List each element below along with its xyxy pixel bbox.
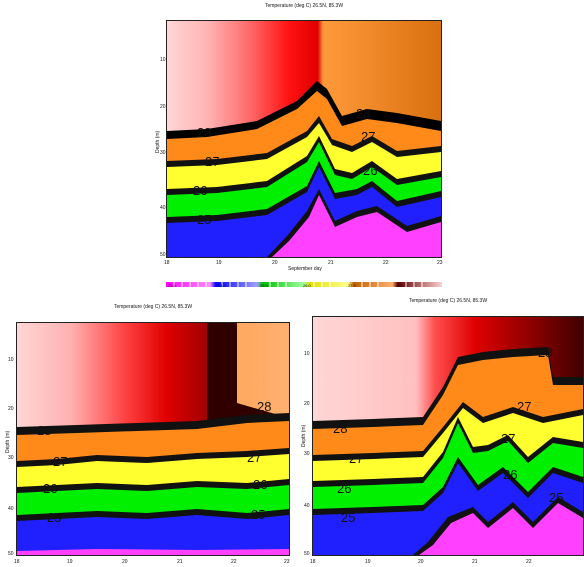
top-xtick-23: 23 [437, 260, 443, 266]
top-contour-label-26: 26 [193, 183, 207, 198]
top-ytick-50: 50 [160, 252, 166, 258]
bl-xtick-22: 22 [231, 559, 237, 565]
bl-xtick-18: 18 [14, 559, 20, 565]
top-ytick-20: 20 [160, 104, 166, 110]
top-contour-label-26b: 26 [363, 163, 377, 178]
br-contour-label-27c: 27 [501, 431, 515, 446]
bl-contour-label-25b: 25 [251, 507, 265, 522]
colorbar-tick-27: 27.0 [348, 283, 356, 288]
colorbar-tick-25: 25.0 [260, 283, 268, 288]
top-xlabel: September day [288, 266, 322, 272]
br-contour-label-28a: 28 [538, 345, 552, 360]
br-xtick-19: 19 [365, 559, 371, 565]
bl-ytick-30: 30 [8, 455, 14, 461]
bl-contour-label-27a: 27 [53, 454, 67, 469]
bl-xtick-19: 19 [67, 559, 73, 565]
bl-band-magenta [17, 549, 289, 555]
br-ytick-30: 30 [304, 451, 310, 457]
top-band-magenta [272, 195, 441, 257]
br-plot-area: 28 28 27 27 27 26 26 25 25 [312, 316, 584, 556]
top-chart-title: Temperature (deg C) 26.5N, 85.3W [264, 3, 344, 9]
br-ytick-10: 10 [304, 351, 310, 357]
bl-contour-label-26b: 26 [253, 477, 267, 492]
top-xtick-19: 19 [216, 260, 222, 266]
bl-contour-label-28b: 28 [37, 423, 51, 438]
top-contour-label-27b: 27 [361, 129, 375, 144]
colorbar-tick-28: 28.0 [396, 283, 404, 288]
bl-contour-label-26a: 26 [43, 481, 57, 496]
br-contour-label-25a: 25 [341, 510, 355, 525]
br-contour-label-26b: 26 [503, 467, 517, 482]
br-ytick-20: 20 [304, 401, 310, 407]
top-xtick-22: 22 [383, 260, 389, 266]
bl-ytick-20: 20 [8, 406, 14, 412]
bl-xtick-20: 20 [122, 559, 128, 565]
br-contour-svg: 28 28 27 27 27 26 26 25 25 [313, 317, 583, 555]
bl-chart-title: Temperature (deg C) 26.5N, 85.3W [113, 304, 193, 310]
top-contour-label-28: 28 [197, 125, 211, 140]
colorbar-tick-23: 23.0 [168, 283, 176, 288]
br-band-magenta [419, 503, 583, 555]
colorbar [166, 274, 442, 287]
bl-band-blue [17, 515, 289, 555]
bl-plot-area: 28 28 27 27 26 26 25 25 [16, 322, 290, 556]
br-ytick-50: 50 [304, 551, 310, 557]
br-contour-label-26a: 26 [337, 481, 351, 496]
top-contour-label-27: 27 [205, 154, 219, 169]
bl-xtick-23: 23 [284, 559, 290, 565]
colorbar-tick-26: 26.0 [303, 283, 311, 288]
br-xtick-22: 22 [526, 559, 532, 565]
top-xtick-18: 18 [164, 260, 170, 266]
bl-contour-label-28a: 28 [257, 399, 271, 414]
top-ytick-30: 30 [160, 150, 166, 156]
top-xtick-21: 21 [328, 260, 334, 266]
top-ytick-10: 10 [160, 57, 166, 63]
top-contour-label-28b: 28 [356, 106, 370, 121]
bl-contour-label-25a: 25 [47, 510, 61, 525]
bl-ytick-10: 10 [8, 357, 14, 363]
br-ylabel: Depth (m) [301, 424, 307, 447]
br-contour-label-27b: 27 [349, 451, 363, 466]
br-xtick-21: 21 [472, 559, 478, 565]
top-xtick-20: 20 [272, 260, 278, 266]
top-ylabel: Depth (m) [155, 130, 161, 153]
top-contour-label-25: 25 [197, 212, 211, 227]
top-ytick-40: 40 [160, 205, 166, 211]
bl-contour-svg: 28 28 27 27 26 26 25 25 [17, 323, 289, 555]
bl-contour-label-27b: 27 [247, 450, 261, 465]
top-plot-area: 28 27 26 25 26 27 28 [166, 20, 442, 258]
br-ytick-40: 40 [304, 503, 310, 509]
br-contour-label-25b: 25 [549, 490, 563, 505]
br-contour-label-27a: 27 [517, 399, 531, 414]
colorbar-tick-24: 24.0 [218, 283, 226, 288]
br-xtick-18: 18 [310, 559, 316, 565]
br-chart-title: Temperature (deg C) 26.5N, 85.3W [408, 298, 488, 304]
top-contour-svg: 28 27 26 25 26 27 28 [167, 21, 441, 257]
bl-ytick-50: 50 [8, 551, 14, 557]
bl-dark-wedge [207, 323, 289, 433]
bl-xtick-21: 21 [177, 559, 183, 565]
br-xtick-20: 20 [418, 559, 424, 565]
bl-ylabel: Depth (m) [5, 430, 11, 453]
bl-ytick-40: 40 [8, 506, 14, 512]
br-contour-label-28b: 28 [333, 421, 347, 436]
